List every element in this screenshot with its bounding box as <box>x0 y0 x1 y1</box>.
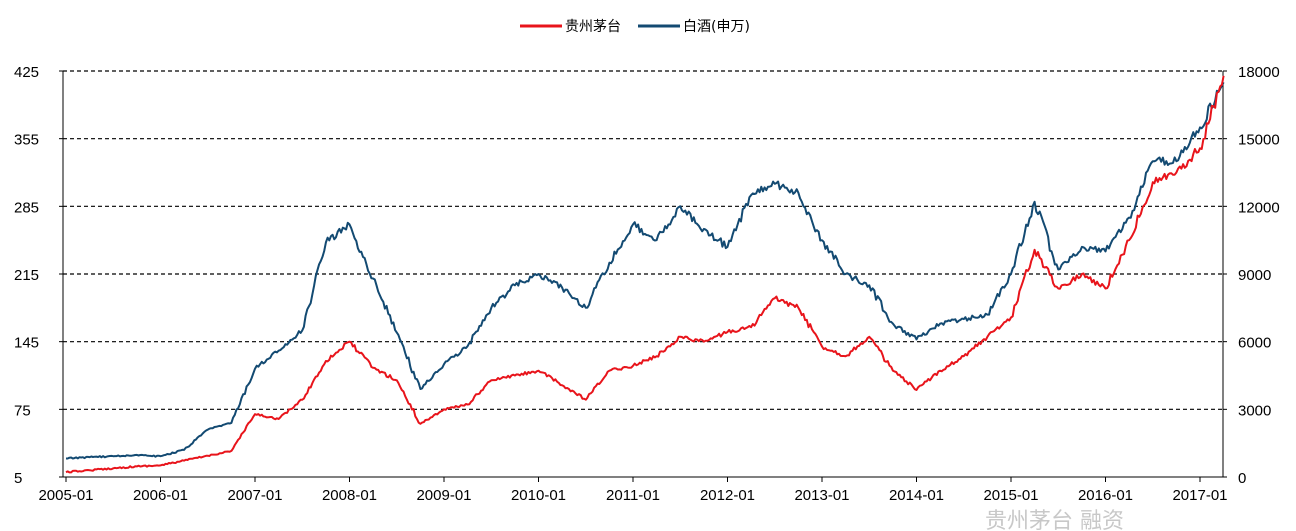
gridlines <box>63 70 1223 410</box>
x-tick-label: 2010-01 <box>511 487 566 504</box>
y-right-tick-label: 18000 <box>1238 64 1280 81</box>
y-left-tick-label: 145 <box>14 335 39 352</box>
x-tick-label: 2006-01 <box>133 487 188 504</box>
x-tick-label: 2011-01 <box>606 487 660 504</box>
series-line-moutai <box>65 75 1225 474</box>
y-left-tick-label: 285 <box>14 199 39 216</box>
legend: 贵州茅台 白酒(申万) <box>520 19 750 35</box>
y-left-tick-label: 425 <box>14 64 39 81</box>
legend-label-moutai: 贵州茅台 <box>565 19 621 35</box>
y-right-tick-label: 15000 <box>1238 132 1280 149</box>
x-tick-label: 2007-01 <box>227 487 282 504</box>
x-tick-label: 2014-01 <box>889 487 944 504</box>
legend-label-baijiu: 白酒(申万) <box>683 19 750 35</box>
y-left-tick-label: 215 <box>14 267 39 284</box>
y-left-tick-label: 5 <box>14 470 22 487</box>
x-tick-label: 2005-01 <box>38 487 93 504</box>
y-right-tick-label: 3000 <box>1238 402 1271 419</box>
y-right-tick-label: 6000 <box>1238 335 1271 352</box>
x-tick-label: 2012-01 <box>700 487 755 504</box>
axes <box>59 70 1227 482</box>
x-tick-label: 2009-01 <box>416 487 471 504</box>
y-right-tick-label: 12000 <box>1238 199 1280 216</box>
x-tick-label: 2016-01 <box>1078 487 1133 504</box>
series-lines <box>65 75 1225 474</box>
x-tick-label: 2013-01 <box>794 487 849 504</box>
watermark: 贵州茅台 融资 <box>985 509 1124 531</box>
x-tick-label: 2017-01 <box>1172 487 1227 504</box>
y-left-tick-label: 355 <box>14 132 39 149</box>
y-right-tick-label: 9000 <box>1238 267 1271 284</box>
y-left-tick-label: 75 <box>14 402 31 419</box>
x-tick-label: 2015-01 <box>983 487 1038 504</box>
tick-labels: 5 75 145 215 285 355 425 0 3000 6000 9000 12000 1500… <box>14 64 1280 504</box>
x-tick-label: 2008-01 <box>322 487 377 504</box>
y-right-tick-label: 0 <box>1238 470 1246 487</box>
series-line-baijiu <box>66 81 1225 460</box>
